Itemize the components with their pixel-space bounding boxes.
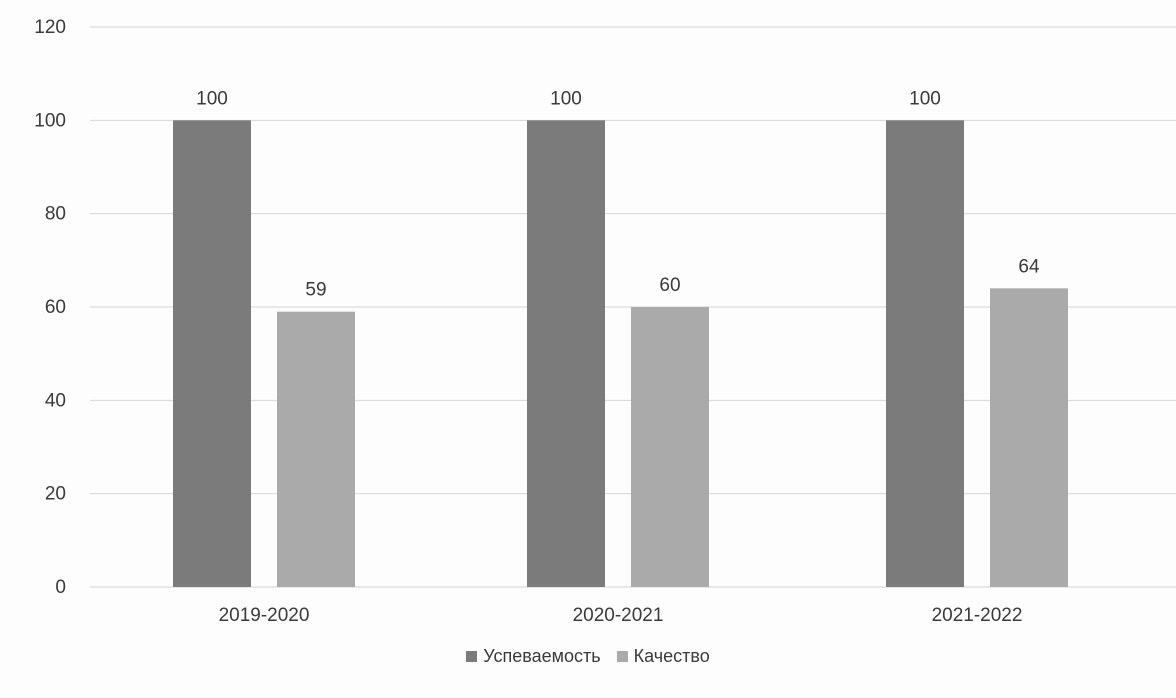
data-labels: 100 59 100 60 100 64 <box>196 88 1040 300</box>
legend-item-kachestvo: Качество <box>616 646 710 667</box>
bar-chart: 0 20 40 60 80 100 120 100 59 100 60 100 64 2019-202… <box>34 17 1176 626</box>
data-label: 64 <box>1018 256 1040 277</box>
x-tick-label: 2019-2020 <box>219 605 310 626</box>
legend-swatch-uspevaemost <box>466 651 478 662</box>
data-label: 60 <box>659 275 680 296</box>
y-tick-label: 0 <box>55 577 66 598</box>
legend-label-kachestvo: Качество <box>633 646 710 666</box>
legend-swatch-kachestvo <box>616 651 628 662</box>
y-tick-label: 100 <box>34 110 66 131</box>
bars <box>173 120 1068 587</box>
bar-kachestvo <box>277 311 355 587</box>
y-axis-ticks: 0 20 40 60 80 100 120 <box>34 17 66 598</box>
legend-item-uspevaemost: Успеваемость <box>466 646 601 667</box>
data-label: 100 <box>550 88 582 109</box>
y-tick-label: 80 <box>45 204 66 225</box>
x-tick-label: 2020-2021 <box>573 605 664 626</box>
bar-kachestvo <box>631 307 709 587</box>
legend: Успеваемость Качество <box>0 646 1176 667</box>
legend-label-uspevaemost: Успеваемость <box>483 646 601 666</box>
y-tick-label: 120 <box>34 17 66 38</box>
bar-uspevaemost <box>527 120 605 587</box>
data-label: 59 <box>305 280 326 301</box>
bar-uspevaemost <box>173 120 251 587</box>
x-tick-label: 2021-2022 <box>932 605 1023 626</box>
data-label: 100 <box>909 88 941 109</box>
data-label: 100 <box>196 88 228 109</box>
bar-uspevaemost <box>886 120 964 587</box>
bar-kachestvo <box>990 288 1068 587</box>
y-tick-label: 40 <box>45 390 66 411</box>
y-tick-label: 60 <box>45 297 66 318</box>
y-tick-label: 20 <box>45 484 66 505</box>
x-axis-ticks: 2019-2020 2020-2021 2021-2022 <box>219 605 1023 626</box>
